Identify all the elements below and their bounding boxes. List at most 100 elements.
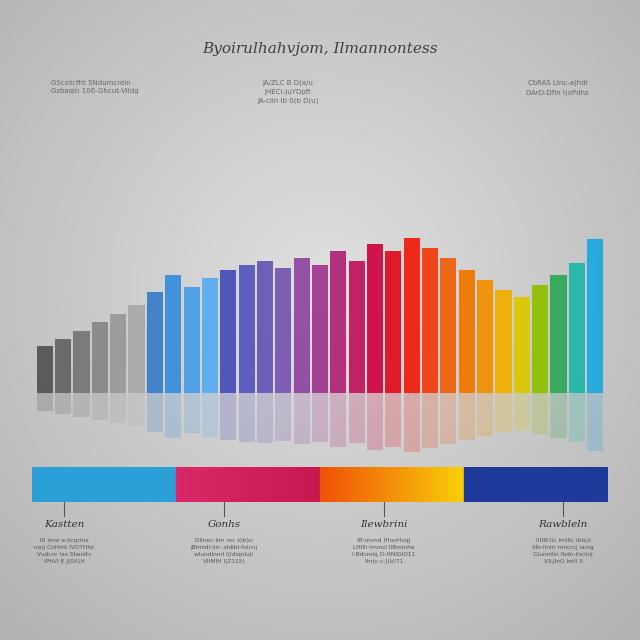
Bar: [265, 467, 266, 502]
Bar: [436, 467, 437, 502]
Bar: [317, 467, 319, 502]
Bar: [176, 467, 177, 502]
Bar: [456, 467, 458, 502]
Bar: [196, 467, 197, 502]
Bar: [414, 467, 415, 502]
Bar: [270, 467, 271, 502]
Bar: [193, 467, 195, 502]
Bar: [292, 467, 294, 502]
Bar: [233, 467, 234, 502]
Bar: [312, 467, 314, 502]
Bar: [324, 467, 326, 502]
Bar: [287, 467, 289, 502]
Bar: [550, 275, 566, 393]
Bar: [319, 467, 321, 502]
Bar: [181, 467, 182, 502]
Bar: [367, 467, 369, 502]
Bar: [260, 467, 262, 502]
Bar: [165, 393, 181, 438]
Bar: [186, 467, 187, 502]
Bar: [495, 290, 511, 393]
Bar: [349, 261, 365, 393]
Bar: [514, 393, 530, 429]
Bar: [353, 467, 354, 502]
Bar: [276, 467, 277, 502]
Bar: [316, 467, 317, 502]
Bar: [459, 467, 460, 502]
Bar: [569, 393, 585, 442]
Bar: [422, 393, 438, 448]
Bar: [451, 467, 452, 502]
Bar: [220, 393, 236, 440]
Text: JA/ZLC B D(a/u
JHECI-JuYDpft
JA-clin Ib 0(b D(u): JA/ZLC B D(a/u JHECI-JuYDpft JA-clin Ib …: [257, 80, 319, 104]
Bar: [359, 467, 360, 502]
Bar: [355, 467, 356, 502]
Bar: [186, 467, 188, 502]
Bar: [495, 393, 511, 432]
Text: Byoirulhahvjom, Ilmannontess: Byoirulhahvjom, Ilmannontess: [202, 42, 438, 56]
Bar: [397, 467, 398, 502]
Bar: [257, 467, 258, 502]
Bar: [385, 467, 387, 502]
Bar: [279, 467, 280, 502]
Bar: [129, 393, 145, 426]
Bar: [189, 467, 191, 502]
Bar: [299, 467, 300, 502]
Bar: [272, 467, 273, 502]
Bar: [458, 467, 460, 502]
Bar: [444, 467, 445, 502]
Bar: [286, 467, 287, 502]
Bar: [258, 467, 259, 502]
Bar: [203, 467, 204, 502]
Text: Kastten: Kastten: [44, 520, 84, 529]
Bar: [393, 467, 394, 502]
Bar: [403, 467, 404, 502]
Text: Rawbleln: Rawbleln: [539, 520, 588, 529]
Bar: [255, 467, 257, 502]
Bar: [254, 467, 255, 502]
Bar: [385, 393, 401, 447]
Bar: [196, 467, 198, 502]
Bar: [410, 467, 412, 502]
Bar: [322, 467, 323, 502]
Bar: [349, 467, 350, 502]
Text: IB-mvnd IHonHvqj
LHllli mvncl IIBmlnhe
I-Bdcmlq D-HNIDIO11
Ihrjo c-JLV/71: IB-mvnd IHonHvqj LHllli mvncl IIBmlnhe I…: [353, 538, 415, 564]
Bar: [250, 467, 252, 502]
Bar: [183, 467, 184, 502]
Bar: [228, 467, 229, 502]
Bar: [188, 467, 189, 502]
Bar: [323, 467, 324, 502]
Bar: [377, 467, 378, 502]
Bar: [462, 467, 463, 502]
Bar: [396, 467, 397, 502]
Bar: [275, 393, 291, 440]
Bar: [369, 467, 370, 502]
Text: CbRAS Linc-a(hdr
DArD-Dfln I(oPdhz: CbRAS Linc-a(hdr DArD-Dfln I(oPdhz: [526, 80, 589, 95]
Bar: [213, 467, 214, 502]
Bar: [187, 467, 188, 502]
Bar: [569, 263, 585, 393]
Bar: [376, 467, 377, 502]
Bar: [147, 292, 163, 393]
Bar: [367, 244, 383, 393]
Bar: [361, 467, 362, 502]
Bar: [217, 467, 218, 502]
Bar: [244, 467, 245, 502]
Bar: [383, 467, 384, 502]
Bar: [336, 467, 337, 502]
Bar: [358, 467, 360, 502]
Bar: [328, 467, 329, 502]
Bar: [266, 467, 267, 502]
Bar: [250, 467, 251, 502]
Bar: [447, 467, 448, 502]
Bar: [385, 467, 386, 502]
Bar: [392, 467, 394, 502]
Bar: [330, 467, 332, 502]
Text: Ilewbrini: Ilewbrini: [360, 520, 408, 529]
Bar: [399, 467, 401, 502]
Bar: [253, 467, 254, 502]
Bar: [397, 467, 399, 502]
Bar: [409, 467, 410, 502]
Bar: [426, 467, 428, 502]
Bar: [271, 467, 273, 502]
